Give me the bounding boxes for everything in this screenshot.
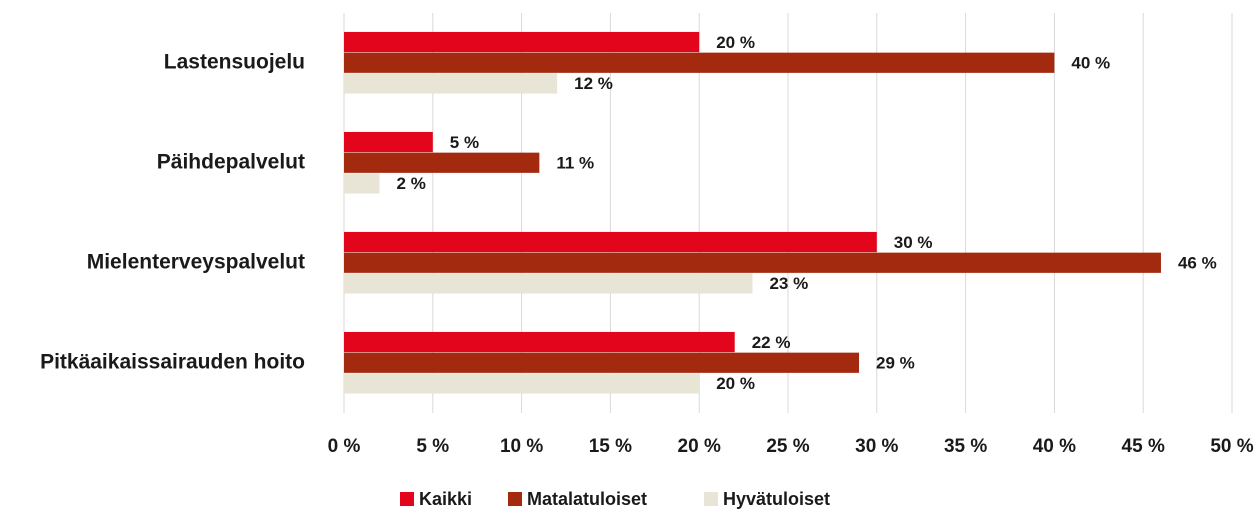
x-tick-label: 50 %: [1210, 436, 1253, 457]
legend-label: Kaikki: [419, 489, 472, 509]
bar: [344, 31, 700, 53]
y-tick-label: Päihdepalvelut: [157, 151, 305, 174]
x-tick-label: 30 %: [855, 436, 898, 457]
legend-swatch: [704, 492, 718, 506]
bar: [344, 52, 1055, 73]
bar: [344, 373, 700, 394]
legend-label: Matalatuloiset: [527, 489, 647, 509]
x-tick-label: 45 %: [1122, 436, 1165, 457]
legend-label: Hyvätuloiset: [723, 489, 830, 509]
y-tick-label: Lastensuojelu: [164, 51, 305, 74]
data-label: 30 %: [894, 233, 933, 252]
bar: [344, 131, 433, 153]
bar: [344, 152, 540, 173]
bar: [344, 331, 735, 353]
data-label: 23 %: [769, 274, 808, 293]
y-tick-label: Pitkäaikaissairauden hoito: [40, 351, 305, 374]
x-tick-label: 15 %: [589, 436, 632, 457]
data-label: 2 %: [397, 174, 426, 193]
bar: [344, 252, 1161, 273]
bar: [344, 273, 753, 294]
data-label: 12 %: [574, 74, 613, 93]
x-tick-label: 10 %: [500, 436, 543, 457]
bar: [344, 173, 380, 194]
x-tick-label: 40 %: [1033, 436, 1076, 457]
data-label: 40 %: [1071, 53, 1110, 72]
x-tick-label: 25 %: [766, 436, 809, 457]
bar: [344, 73, 558, 94]
x-tick-label: 20 %: [678, 436, 721, 457]
data-label: 22 %: [752, 333, 791, 352]
data-label: 20 %: [716, 33, 755, 52]
x-tick-label: 0 %: [328, 436, 361, 457]
data-label: 11 %: [556, 153, 594, 172]
legend-swatch: [400, 492, 414, 506]
data-label: 20 %: [716, 374, 755, 393]
x-tick-label: 35 %: [944, 436, 987, 457]
y-tick-label: Mielenterveyspalvelut: [87, 251, 305, 274]
bar: [344, 231, 877, 253]
x-tick-label: 5 %: [416, 436, 449, 457]
legend-swatch: [508, 492, 522, 506]
data-label: 5 %: [450, 133, 479, 152]
data-label: 29 %: [876, 353, 915, 372]
data-label: 46 %: [1178, 253, 1217, 272]
bar: [344, 352, 860, 373]
